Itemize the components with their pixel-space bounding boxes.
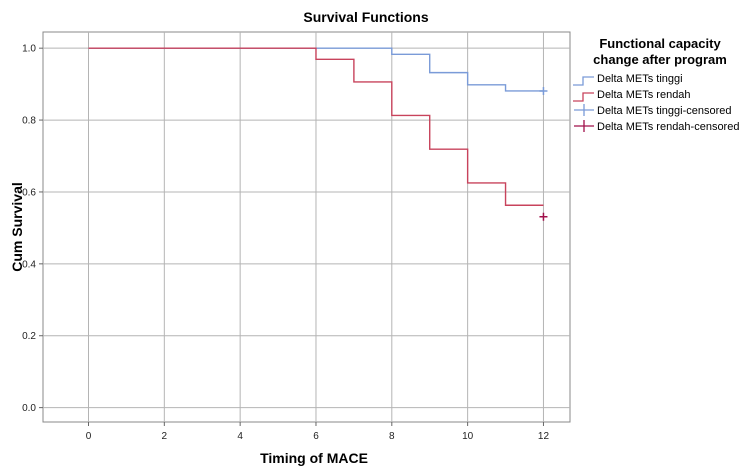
x-tick-label-2: 4 bbox=[237, 431, 243, 442]
legend-title-line-1: Functional capacity bbox=[599, 36, 721, 51]
legend-swatch-rendah-censored bbox=[574, 120, 594, 132]
legend-entry-rendah: Delta METs rendah bbox=[597, 89, 691, 101]
y-tick-label-4: 0.8 bbox=[22, 116, 36, 127]
chart-title: Survival Functions bbox=[303, 9, 428, 25]
legend-entry-tinggi: Delta METs tinggi bbox=[597, 73, 683, 85]
x-tick-label-6: 12 bbox=[538, 431, 550, 442]
x-tick-label-3: 6 bbox=[313, 431, 319, 442]
legend-swatch-rendah bbox=[573, 92, 594, 102]
series-layer bbox=[88, 47, 544, 206]
x-axis-label: Timing of MACE bbox=[260, 450, 368, 466]
legend-swatch-tinggi bbox=[573, 76, 594, 86]
legend-entry-tinggi-censored: Delta METs tinggi-censored bbox=[597, 105, 732, 117]
plot-area bbox=[42, 31, 571, 423]
censor-layer bbox=[539, 86, 548, 221]
axes: 0 2 4 6 8 10 12 0.0 0.2 0.4 0.6 0.8 1.0 bbox=[22, 44, 549, 442]
x-tick-label-1: 2 bbox=[162, 431, 168, 442]
x-tick-label-0: 0 bbox=[86, 431, 92, 442]
y-tick-label-2: 0.4 bbox=[22, 259, 36, 270]
legend-swatch-tinggi-censored bbox=[574, 104, 594, 116]
series-line-0 bbox=[88, 47, 544, 92]
y-tick-label-0: 0.0 bbox=[22, 403, 36, 414]
series-line-1 bbox=[88, 47, 544, 206]
legend: Functional capacity change after program… bbox=[573, 36, 739, 133]
y-tick-label-5: 1.0 bbox=[22, 44, 36, 55]
legend-entry-rendah-censored: Delta METs rendah-censored bbox=[597, 121, 739, 133]
y-tick-label-3: 0.6 bbox=[22, 187, 36, 198]
y-tick-label-1: 0.2 bbox=[22, 331, 36, 342]
x-tick-label-4: 8 bbox=[389, 431, 395, 442]
x-tick-label-5: 10 bbox=[462, 431, 474, 442]
censor-mark-0-0 bbox=[539, 86, 548, 95]
legend-title-line-2: change after program bbox=[593, 52, 727, 67]
y-axis-label: Cum Survival bbox=[9, 182, 25, 271]
censor-mark-1-0 bbox=[539, 212, 548, 221]
